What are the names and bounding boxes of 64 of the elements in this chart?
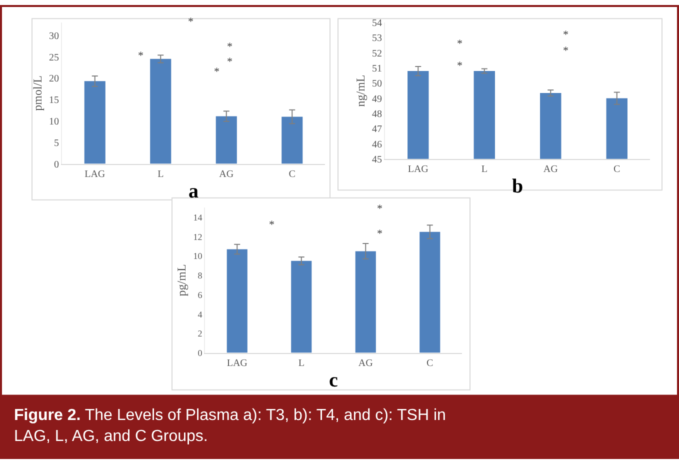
bar <box>226 249 248 353</box>
y-tick-label: 51 <box>372 63 382 74</box>
y-tick-label: 4 <box>198 309 203 320</box>
y-tick-label: 53 <box>372 33 382 44</box>
y-tick-label: 30 <box>49 30 59 42</box>
y-tick-label: 20 <box>49 74 59 85</box>
y-tick-label: 5 <box>54 138 59 149</box>
y-tick-label: 47 <box>372 124 382 136</box>
y-tick-label: 0 <box>198 348 203 358</box>
annotation: * <box>457 60 462 72</box>
annotation: * <box>188 16 194 28</box>
y-tick-label: 48 <box>372 108 382 120</box>
annotation: * <box>377 228 382 240</box>
y-tick-label: 49 <box>372 94 382 105</box>
y-axis-title: pmol/L <box>30 76 44 111</box>
y-tick-label: 45 <box>372 154 382 166</box>
x-tick-label: AG <box>219 168 234 180</box>
y-tick-label: 0 <box>54 159 59 170</box>
x-tick-label: AG <box>543 164 558 175</box>
bar <box>291 260 312 353</box>
x-axis-title: b <box>512 175 524 198</box>
y-tick-label: 54 <box>372 18 382 30</box>
y-axis-title: pg/mL <box>174 264 188 296</box>
annotation: * <box>563 45 568 57</box>
x-tick-label: LAG <box>408 164 428 175</box>
bar <box>84 81 106 164</box>
annotation: * <box>227 56 232 68</box>
y-tick-label: 50 <box>372 78 382 90</box>
annotation: * <box>457 38 462 50</box>
annotation: * <box>563 29 568 41</box>
y-tick-label: 2 <box>198 328 202 339</box>
x-tick-label: L <box>481 164 488 175</box>
y-tick-label: 8 <box>198 270 203 281</box>
bar <box>150 58 172 164</box>
y-tick-label: 10 <box>49 116 59 128</box>
x-tick-label: C <box>288 168 296 180</box>
x-tick-label: C <box>426 358 434 369</box>
bar <box>420 232 440 353</box>
x-tick-label: LAG <box>84 168 106 180</box>
x-tick-label: C <box>614 164 621 175</box>
x-tick-label: L <box>158 168 164 180</box>
y-tick-label: 10 <box>193 251 203 262</box>
annotation: * <box>269 219 274 231</box>
x-tick-label: AG <box>358 358 373 369</box>
bar <box>282 116 303 164</box>
annotation: * <box>138 50 144 62</box>
annotation: * <box>227 41 232 53</box>
annotation: * <box>377 203 382 215</box>
y-tick-label: 14 <box>193 212 203 222</box>
y-axis-title: ng/mL <box>353 74 368 107</box>
y-tick-label: 6 <box>198 290 203 300</box>
bar <box>216 116 237 164</box>
annotation: * <box>214 66 220 78</box>
caption: Figure 2. <box>14 407 81 424</box>
y-tick-label: 15 <box>49 95 59 106</box>
x-tick-label: LAG <box>226 358 248 369</box>
x-axis-title: c <box>329 369 338 392</box>
y-tick-label: 46 <box>372 139 382 150</box>
y-tick-label: 52 <box>372 48 382 60</box>
bar <box>355 251 376 353</box>
x-tick-label: L <box>298 358 304 369</box>
y-tick-label: 25 <box>49 52 59 64</box>
x-axis-title: a <box>188 180 198 202</box>
y-tick-label: 12 <box>193 232 202 242</box>
